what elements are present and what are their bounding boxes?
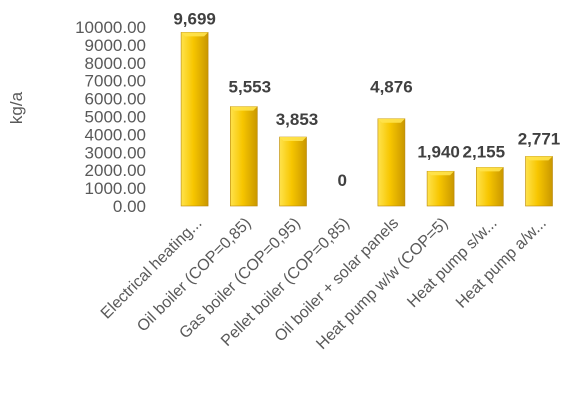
bar-bevel: [230, 106, 258, 111]
bar: [525, 156, 553, 207]
y-axis-title: kg/a: [7, 91, 26, 124]
bar: [475, 167, 504, 207]
y-tick-label: 4000.00: [85, 125, 146, 144]
bar: [180, 32, 209, 207]
y-tick-label: 2000.00: [85, 161, 146, 180]
data-label: 0: [337, 171, 346, 190]
data-label: 1,940: [417, 142, 460, 161]
bar: [426, 170, 455, 207]
y-tick-label: 0.00: [113, 197, 146, 216]
y-tick-label: 10000.00: [75, 18, 146, 37]
data-label: 2,771: [518, 129, 561, 148]
y-tick-label: 7000.00: [85, 72, 146, 91]
y-tick-label: 6000.00: [85, 90, 146, 109]
y-tick-label: 3000.00: [85, 143, 146, 162]
bar-bevel: [377, 118, 405, 123]
data-label: 5,553: [229, 78, 272, 97]
data-label: 2,155: [463, 142, 506, 161]
bar-bevel: [279, 137, 307, 142]
y-tick-label: 8000.00: [85, 54, 146, 73]
data-label: 4,876: [370, 78, 413, 97]
bar-bevel: [476, 167, 504, 172]
bar-bevel: [181, 32, 209, 37]
data-label: 9,699: [173, 9, 216, 28]
bar-bevel: [525, 156, 553, 161]
bar-bevel: [427, 171, 455, 176]
bars: [180, 32, 553, 207]
y-axis-ticks: 0.001000.002000.003000.004000.005000.006…: [75, 18, 146, 216]
bar: [279, 136, 307, 207]
bar: [230, 106, 258, 207]
y-tick-label: 9000.00: [85, 36, 146, 55]
x-category-label: Heat pump a/w...: [453, 215, 550, 312]
y-tick-label: 1000.00: [85, 179, 146, 198]
x-axis-category-labels: Electrical heating...Oil boiler (COP=0,8…: [98, 215, 550, 353]
data-label: 3,853: [276, 110, 319, 129]
y-tick-label: 5000.00: [85, 108, 146, 127]
x-category-label: Heat pump s/w...: [404, 215, 500, 311]
bar: [377, 118, 406, 207]
